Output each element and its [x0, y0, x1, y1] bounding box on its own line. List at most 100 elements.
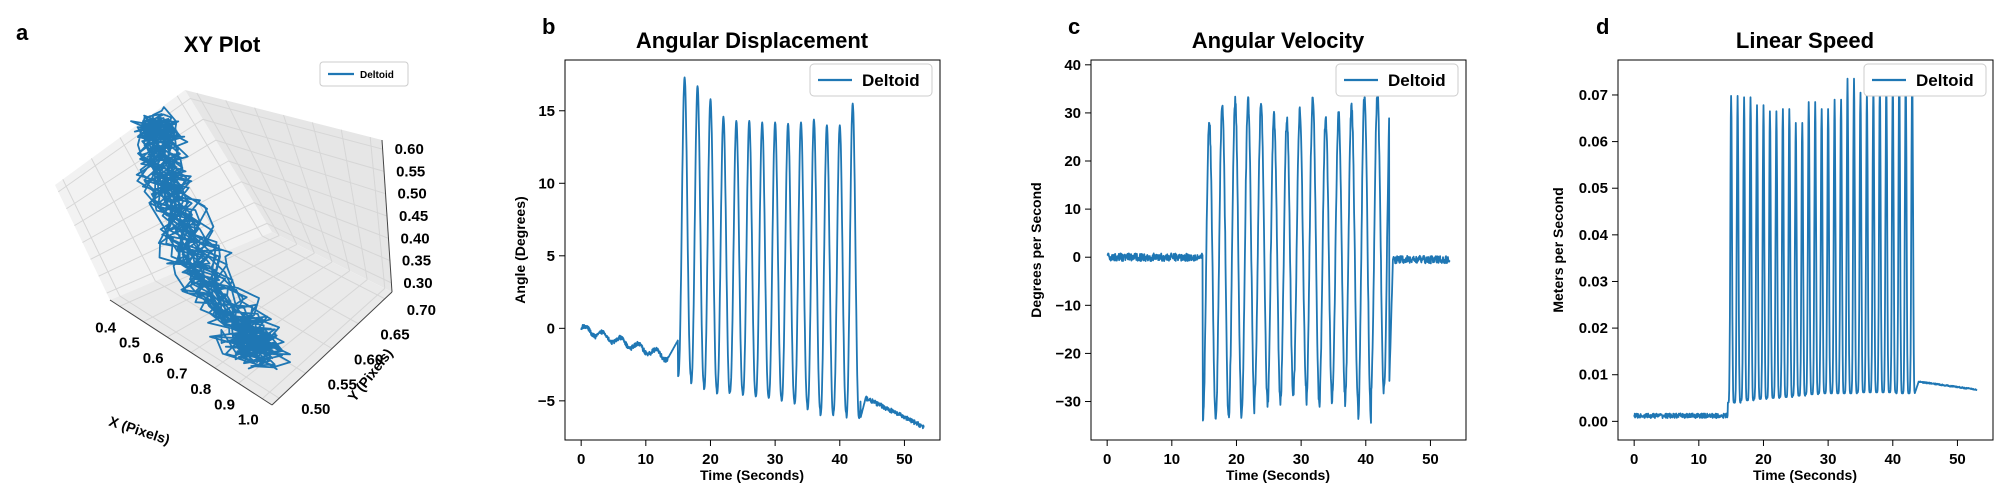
x-tick-label: 0.4: [95, 319, 117, 336]
legend-box: [1335, 63, 1459, 97]
x-tick-label: 0.5: [119, 335, 140, 352]
x-tick-label: 30: [1293, 451, 1310, 468]
y-gridline: [176, 95, 263, 237]
y-tick-label: 0.03: [1579, 273, 1608, 290]
legend-label: Deltoid: [1916, 71, 1974, 90]
y-tick-label: 0.60: [354, 352, 383, 369]
x-tick-label: 10: [637, 451, 654, 468]
y-gridline: [90, 158, 156, 282]
legend-box: [809, 63, 933, 97]
x-gridline: [196, 92, 280, 236]
legend-box: [319, 61, 409, 87]
y-tick-label: 0.65: [380, 327, 409, 344]
y-tick-label: 0.70: [407, 302, 436, 319]
panel-c-legend: Deltoid: [1335, 63, 1459, 97]
y-gridline: [62, 179, 121, 297]
y-tick-label: 0.00: [1579, 413, 1608, 430]
panel-c: c Angular Velocity Time (Seconds) Degree…: [1028, 14, 1467, 483]
z-tick-label: 0.30: [403, 275, 432, 292]
z-tick-label: 0.35: [402, 253, 431, 270]
y-tick-label: 10: [538, 175, 555, 192]
panel-a-xlabel: X (Pixels): [107, 413, 172, 448]
y-tick-label: 40: [1064, 57, 1081, 74]
y-tick-label: −20: [1056, 345, 1081, 362]
x-tick-label: 10: [1163, 451, 1180, 468]
z-tick-label: 0.45: [399, 208, 428, 225]
x-tick-label: 10: [1690, 451, 1707, 468]
y-tick-label: 0.55: [328, 376, 357, 393]
series-line-deltoid: [1633, 73, 1978, 419]
panel-a: a XY Plot 0.30 0.35 0.40 0.45 0.50 0.55 0.60 0.…: [16, 20, 436, 448]
legend-label: Deltoid: [360, 70, 394, 81]
panel-b: b Angular Displacement Time (Seconds) An…: [512, 14, 941, 483]
axis-edge: [381, 139, 393, 293]
panel-c-xlabel: Time (Seconds): [1226, 467, 1330, 483]
panel-d: d Linear Speed Time (Seconds) Meters per…: [1550, 14, 1994, 483]
panel-b-xlabel: Time (Seconds): [700, 467, 804, 483]
3d-grid: [58, 92, 393, 406]
panel-d-title: Linear Speed: [1736, 28, 1874, 53]
x-gridline: [225, 100, 298, 245]
x-tick-label: 20: [1755, 451, 1772, 468]
plot-frame: [564, 59, 941, 441]
panel-b-legend: Deltoid: [809, 63, 933, 97]
x-gridline: [311, 122, 351, 271]
y-tick-label: 0.04: [1579, 227, 1609, 244]
x-tick-label: 0.9: [214, 396, 235, 413]
axis-edge: [109, 299, 273, 406]
y-tick-label: 0.05: [1579, 180, 1608, 197]
legend-label: Deltoid: [862, 71, 920, 90]
x-tick-label: 50: [1949, 451, 1966, 468]
z-gridline: [66, 118, 385, 210]
z-tick-label: 0.55: [396, 163, 425, 180]
y-tick-label: −10: [1056, 297, 1081, 314]
panel-a-legend: Deltoid: [319, 61, 409, 87]
y-gridline: [226, 250, 359, 325]
plot-frame: [1617, 59, 1994, 441]
x-tick-label: 40: [1357, 451, 1374, 468]
x-gridline: [369, 136, 386, 289]
y-tick-label: 0: [1073, 249, 1081, 266]
x-tick-label: 40: [1884, 451, 1901, 468]
series-line-deltoid: [580, 76, 925, 430]
x-gridline: [340, 129, 368, 280]
y-tick-label: 0.01: [1579, 367, 1608, 384]
x-tick-label: 0: [577, 451, 585, 468]
panel-letter-d: d: [1596, 14, 1609, 39]
y-tick-label: 20: [1064, 153, 1081, 170]
x-tick-label: 0: [1630, 451, 1638, 468]
z-gridline: [74, 139, 386, 227]
3d-ticks: 0.300.350.400.450.500.550.600.40.50.60.7…: [95, 141, 436, 429]
panel-c-title: Angular Velocity: [1192, 28, 1365, 53]
x-tick-label: 0.6: [143, 350, 164, 367]
plot-frame: [1090, 59, 1467, 441]
panel-b-title: Angular Displacement: [636, 28, 869, 53]
y-tick-label: 0.50: [301, 401, 330, 418]
z-tick-label: 0.40: [400, 230, 429, 247]
z-tick-label: 0.50: [398, 186, 427, 203]
panel-b-plot: 0 10 20 30 40 50 −5 0 5 10 15: [538, 59, 941, 468]
x-tick-label: 1.0: [238, 412, 259, 429]
z-gridline: [90, 181, 389, 260]
panel-b-ylabel: Angle (Degrees): [512, 196, 528, 303]
x-tick-label: 40: [831, 451, 848, 468]
z-gridline: [106, 222, 392, 294]
y-tick-label: 0.07: [1579, 87, 1608, 104]
x-tick-label: 50: [1422, 451, 1439, 468]
z-gridline: [58, 97, 383, 193]
x-tick-label: 0.7: [167, 366, 188, 383]
y-tick-label: 0.02: [1579, 320, 1608, 337]
panel-c-plot: 0 10 20 30 40 50 −30 −20 −10 0 10 20 30 40: [1056, 57, 1467, 468]
y-tick-label: 30: [1064, 105, 1081, 122]
y-tick-label: −5: [538, 393, 555, 410]
y-gridline: [262, 235, 386, 300]
axis-edge: [271, 291, 393, 406]
z-gridline: [82, 160, 388, 243]
y-tick-label: 5: [547, 248, 555, 265]
panel-letter-b: b: [542, 14, 555, 39]
y-gridline: [119, 295, 280, 399]
z-gridline: [98, 202, 391, 277]
panel-c-ylabel: Degrees per Second: [1028, 182, 1044, 317]
panel-letter-c: c: [1068, 14, 1080, 39]
legend-box: [1863, 63, 1987, 97]
